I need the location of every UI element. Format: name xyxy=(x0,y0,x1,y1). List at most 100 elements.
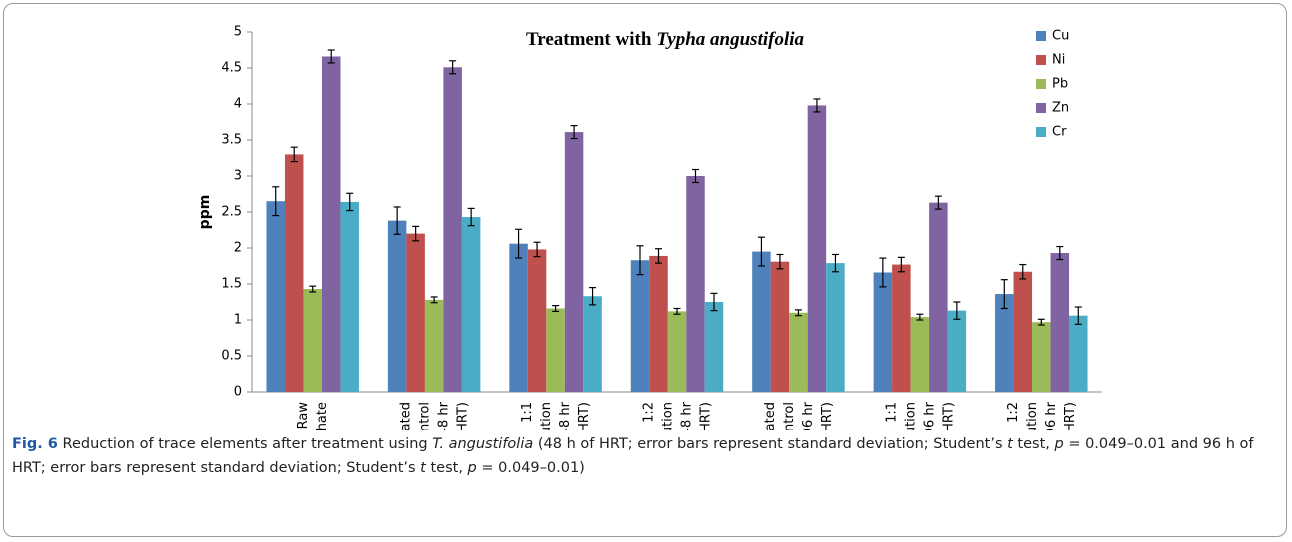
error-bar xyxy=(449,60,457,75)
error-bar xyxy=(953,301,961,320)
bar xyxy=(527,249,547,392)
frame xyxy=(3,3,1287,537)
bar xyxy=(321,56,341,392)
bar xyxy=(752,251,771,392)
error-bar xyxy=(430,296,438,304)
caption-run: p xyxy=(1054,436,1064,452)
legend-swatch xyxy=(1036,31,1046,41)
bar xyxy=(826,263,845,392)
x-tick-line: Control xyxy=(781,402,796,430)
caption-run: test, xyxy=(1012,436,1055,452)
x-tick-line: Control xyxy=(417,402,432,430)
x-tick-line: 1:2 xyxy=(1005,402,1020,423)
error-bar xyxy=(290,146,298,163)
error-bar xyxy=(515,228,523,259)
bar xyxy=(704,302,724,392)
error-bar xyxy=(794,309,802,317)
x-tick-line: Raw xyxy=(296,402,311,430)
x-tick-line: 1:2 xyxy=(641,402,656,423)
x-tick-line: (96 hr xyxy=(922,401,937,430)
caption-run: T. angustifolia xyxy=(432,436,534,452)
error-bar xyxy=(813,98,821,113)
caption: Fig. 6 Reduction of trace elements after… xyxy=(12,432,1280,480)
x-tick-line: dilution xyxy=(1024,402,1039,430)
x-tick-line: 1:1 xyxy=(520,402,535,423)
error-bar xyxy=(934,195,942,210)
bar xyxy=(443,67,462,392)
error-bar xyxy=(570,124,578,140)
bar xyxy=(509,243,528,392)
x-tick-line: leachate xyxy=(315,402,330,430)
error-bar xyxy=(673,307,681,315)
bar xyxy=(284,154,304,392)
legend-label: Zn xyxy=(1052,101,1069,116)
bar xyxy=(667,311,687,392)
legend-swatch xyxy=(1036,79,1046,89)
bar xyxy=(686,176,705,392)
bar xyxy=(929,202,948,392)
y-tick-label: 4 xyxy=(234,97,242,112)
error-bar xyxy=(467,207,475,227)
error-bar xyxy=(346,192,354,212)
bar xyxy=(424,299,444,392)
bar xyxy=(649,255,668,392)
y-axis-label: ppm xyxy=(197,195,213,230)
error-bar xyxy=(1019,263,1027,280)
error-bar xyxy=(327,49,335,64)
x-tick-label: 1:2 dilution (96 hr HRT) xyxy=(1005,401,1077,430)
error-bar xyxy=(1056,245,1064,261)
x-tick-line: 1:1 xyxy=(884,402,899,423)
x-tick-line: HRT) xyxy=(698,402,713,430)
x-tick-label: Treated Control (96 hr HRT) xyxy=(762,401,834,430)
error-bar xyxy=(552,305,560,312)
y-tick-label: 1 xyxy=(234,313,242,328)
legend-swatch xyxy=(1036,103,1046,113)
bar xyxy=(630,260,650,392)
x-tick-line: (48 hr xyxy=(558,401,573,430)
x-tick-line: Treated xyxy=(762,402,777,430)
bar xyxy=(583,296,602,392)
error-bar xyxy=(757,236,765,267)
x-tick-line: HRT) xyxy=(455,402,470,430)
y-tick-label: 0.5 xyxy=(221,349,242,364)
bar xyxy=(770,261,790,392)
bar xyxy=(1032,322,1051,392)
x-tick-line: dilution xyxy=(539,402,554,430)
error-bar xyxy=(272,186,280,217)
title-part: Typha angustifolia xyxy=(656,29,804,50)
y-tick-label: 2.5 xyxy=(221,205,242,220)
error-bar xyxy=(1000,279,1008,310)
legend-label: Cr xyxy=(1052,125,1067,140)
x-tick-line: HRT) xyxy=(819,402,834,430)
chart: Treatment with Typha angustifolia ppm 0 0.… xyxy=(197,25,1102,430)
chart-title: Treatment with Typha angustifolia xyxy=(526,29,805,50)
error-bar xyxy=(916,313,924,321)
error-bar xyxy=(533,241,541,258)
bar xyxy=(1013,271,1033,392)
caption-run: test, xyxy=(425,460,468,476)
x-tick-label: Treated Control (48 hr HRT) xyxy=(398,401,470,430)
x-tick-line: (96 hr xyxy=(800,401,815,430)
bar xyxy=(564,132,584,392)
bar xyxy=(266,201,285,392)
caption-run: t xyxy=(420,460,426,476)
bar xyxy=(892,264,911,392)
bar xyxy=(1069,315,1088,392)
y-tick-label: 4.5 xyxy=(221,61,242,76)
legend-label: Cu xyxy=(1052,29,1069,44)
x-tick-line: (96 hr xyxy=(1043,401,1058,430)
bar xyxy=(910,317,930,392)
x-tick-label: 1:1 dilution (96 hr HRT) xyxy=(884,401,956,430)
bar xyxy=(461,217,481,392)
legend-label: Ni xyxy=(1052,53,1065,68)
caption-run: = 0.049–0.01 and 96 h of HRT; error bars… xyxy=(12,436,1254,476)
x-tick-line: HRT) xyxy=(1062,402,1077,430)
x-tick-line: HRT) xyxy=(577,402,592,430)
error-bar xyxy=(692,168,699,184)
error-bar xyxy=(710,292,718,312)
error-bar xyxy=(897,256,905,273)
legend-swatch xyxy=(1036,55,1046,65)
caption-run: = 0.049–0.01) xyxy=(476,460,585,476)
bar xyxy=(995,294,1014,392)
